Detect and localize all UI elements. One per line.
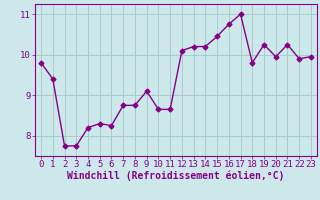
X-axis label: Windchill (Refroidissement éolien,°C): Windchill (Refroidissement éolien,°C) <box>67 171 285 181</box>
